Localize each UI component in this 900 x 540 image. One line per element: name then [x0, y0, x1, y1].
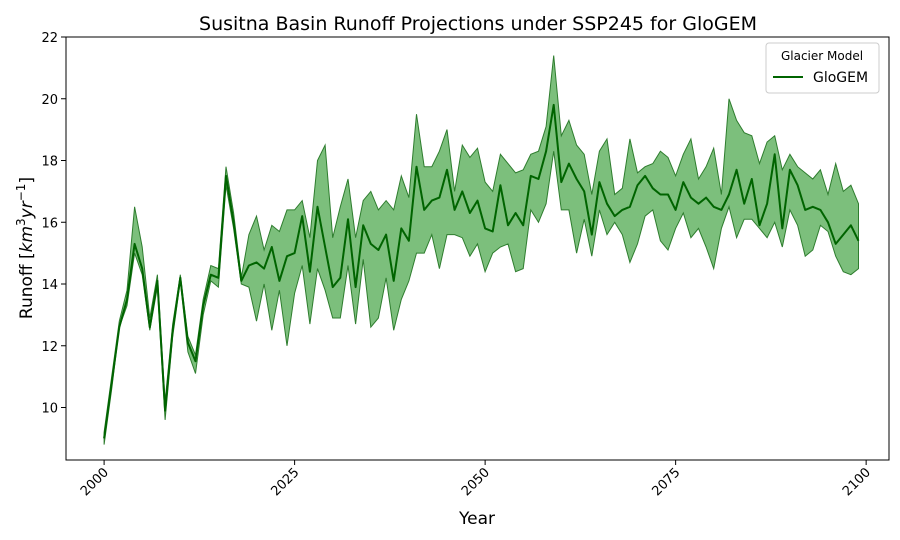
x-axis-title: Year: [458, 509, 495, 529]
x-tick-label: 2000: [78, 465, 112, 499]
x-tick-label: 2025: [268, 465, 302, 499]
legend: Glacier Model GloGEM: [765, 42, 880, 94]
y-tick-label: 12: [41, 340, 58, 355]
x-tick-label: 2075: [649, 465, 683, 499]
plot-area: [65, 36, 890, 461]
legend-title: Glacier Model: [781, 49, 863, 63]
y-axis-title: Runoff [km3yr−1]: [14, 177, 37, 319]
chart-title: Susitna Basin Runoff Projections under S…: [199, 13, 757, 35]
y-axis-title-main: Runoff [: [17, 252, 37, 319]
y-axis: 10 12 14 16 18 20 22: [41, 31, 66, 417]
x-axis: 2000 2025 2050 2075 2100: [78, 460, 874, 499]
y-axis-title-yr: yr: [17, 200, 37, 219]
y-tick-label: 14: [41, 278, 58, 293]
y-tick-label: 20: [41, 93, 58, 108]
y-axis-title-exp3: 3: [14, 218, 28, 226]
y-tick-label: 16: [41, 216, 58, 231]
x-tick-label: 2050: [459, 465, 493, 499]
y-tick-label: 22: [41, 31, 58, 46]
legend-box: [765, 42, 880, 94]
plot-frame: [65, 36, 890, 461]
y-axis-title-expm1: −1: [14, 184, 28, 202]
y-axis-title-close: ]: [17, 177, 37, 184]
series-glogem-line: [103, 103, 860, 439]
legend-label-glogem: GloGEM: [813, 70, 868, 86]
y-tick-label: 10: [41, 402, 58, 417]
series-glogem-range-band: [103, 55, 859, 445]
y-axis-title-km: km: [17, 226, 37, 252]
y-tick-label: 18: [41, 155, 58, 170]
x-tick-label: 2100: [840, 465, 874, 499]
